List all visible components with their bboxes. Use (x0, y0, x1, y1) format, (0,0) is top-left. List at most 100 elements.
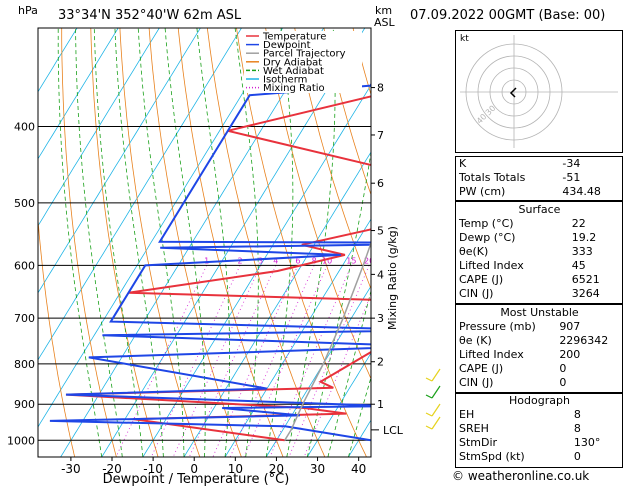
wet-adiabat-line (75, 28, 123, 457)
legend-label: Temperature (262, 32, 326, 43)
hpa-label: hPa (18, 4, 38, 17)
wind-barb-flag (425, 425, 433, 430)
stat-row: θe (K) 2296342 (456, 334, 623, 348)
stat-row: Temp (°C) 22 (456, 217, 623, 231)
wind-barb-flag (425, 377, 433, 382)
stat-row: Pressure (mb) 907 (456, 320, 623, 334)
stat-label: θe(K) (459, 245, 489, 258)
height-km-label: 7 (377, 129, 384, 142)
dry-adiabat-line (61, 28, 117, 457)
stat-label: Pressure (mb) (459, 320, 536, 333)
height-km-label: 2 (377, 356, 384, 369)
x-tick-label: 0 (190, 462, 198, 476)
hodograph-stats-box (455, 393, 623, 468)
isotherm-line (0, 28, 36, 457)
pressure-tick-label: 800 (14, 358, 35, 371)
legend-label: Mixing Ratio (263, 83, 325, 94)
y-axis-right-label: Mixing Ratio (g/kg) (386, 226, 399, 330)
mixing-ratio-label: 8 (312, 256, 317, 265)
x-tick-label: -10 (143, 462, 163, 476)
most-unstable-box (455, 304, 623, 393)
datetime-title: 07.09.2022 00GMT (Base: 00) (410, 8, 606, 23)
mixing-ratio-line (243, 265, 328, 457)
wet-adiabat-line (234, 28, 259, 457)
isotherm-line (38, 28, 283, 428)
dry-adiabat-line (323, 28, 371, 196)
stat-label: StmSpd (kt) (459, 450, 525, 463)
stat-label: EH (459, 408, 475, 421)
x-tick-label: 40 (351, 462, 366, 476)
wind-barb (431, 416, 441, 430)
stat-label: StmDir (459, 436, 498, 449)
km-label: km (375, 4, 393, 17)
mixing-ratio-label: 4 (273, 256, 278, 265)
stat-label: θe (K) (459, 334, 492, 347)
wet-adiabat-line (137, 28, 185, 457)
pressure-tick-label: 500 (14, 197, 35, 210)
x-tick-label: -20 (102, 462, 122, 476)
hodograph-stats-title: Hodograph (509, 394, 570, 407)
asl-label: ASL (374, 16, 395, 29)
stat-label: CAPE (J) (459, 362, 504, 375)
isotherm-line (224, 218, 371, 457)
wet-adiabat-line (286, 28, 336, 457)
x-tick-label: -30 (61, 462, 81, 476)
wet-adiabat-line (114, 28, 164, 457)
stat-value: 22 (571, 217, 586, 230)
hodograph-stats-table: Hodograph EH 8 SREH 8 StmDir 130° StmSpd (kt) 0 (456, 394, 623, 464)
stat-value: 907 (559, 320, 581, 333)
height-km-label: 1 (377, 398, 384, 411)
stat-value: 6521 (571, 273, 600, 286)
mixing-ratio-label: 6 (295, 256, 300, 265)
stat-label: Temp (°C) (459, 217, 514, 230)
k-value: -34 (562, 157, 581, 170)
height-km-label: 4 (377, 268, 384, 281)
tt-value: -51 (562, 171, 581, 184)
legend-label: Dewpoint (263, 40, 311, 51)
isotherm-line (38, 28, 201, 294)
mixing-ratio-line (188, 265, 277, 457)
stat-row: CAPE (J) 0 (456, 362, 623, 376)
dry-adiabat-line (294, 28, 371, 290)
indices-box (455, 156, 623, 201)
isotherm-line (38, 28, 160, 227)
wet-adiabat-line (348, 375, 371, 457)
wind-barb (431, 385, 441, 399)
mixing-ratio-line (212, 265, 299, 457)
stat-row: Dewp (°C) 19.2 (456, 231, 623, 245)
stat-row: StmSpd (kt) 0 (456, 450, 623, 464)
stat-value: 3264 (571, 287, 600, 300)
wet-adiabat-line (196, 28, 231, 457)
mixing-ratio-label: 10 (322, 256, 332, 265)
stat-value: 45 (571, 259, 586, 272)
stat-row: θe(K) 333 (456, 245, 623, 259)
stat-value: 2296342 (559, 334, 609, 347)
mixing-ratio-line (229, 265, 315, 457)
dry-adiabat-line (177, 28, 284, 457)
location-title: 33°34'N 352°40'W 62m ASL (58, 8, 242, 23)
stat-row: EH 8 (456, 408, 623, 422)
most-unstable-title: Most Unstable (500, 306, 579, 319)
dry-adiabat-line (38, 215, 76, 457)
stat-label: Lifted Index (459, 348, 524, 361)
isotherm-line (142, 84, 371, 457)
wet-adiabat-line (57, 28, 103, 457)
mixing-ratio-label: 3 (258, 256, 263, 265)
hodograph-trace (509, 87, 517, 98)
surface-table: Surface Temp (°C) 22 Dewp (°C) 19.2 θe(K) 333… (456, 203, 623, 301)
mixing-ratio-line (288, 265, 370, 457)
stat-label: Lifted Index (459, 259, 524, 272)
wet-adiabat-line (93, 28, 144, 457)
stat-row: CIN (J) 0 (456, 376, 623, 390)
legend-label: Wet Adiabat (263, 66, 324, 77)
most-unstable-table: Most Unstable Pressure (mb) 907 θe (K) 2296… (456, 306, 623, 390)
surface-title: Surface (518, 203, 561, 216)
wet-adiabat-line (164, 28, 206, 457)
wind-barb (431, 403, 441, 417)
height-km-label: 6 (377, 177, 384, 190)
stat-label: SREH (459, 422, 489, 435)
stat-value: 130° (573, 436, 601, 449)
